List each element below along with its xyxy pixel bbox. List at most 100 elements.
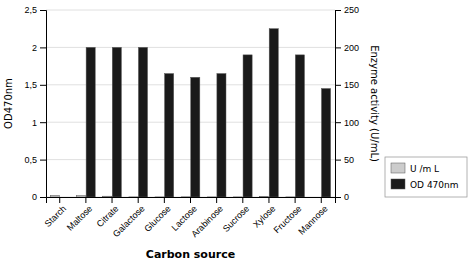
tick-label: 150 [344, 80, 359, 90]
axis-line [47, 198, 336, 204]
bar-series [86, 29, 330, 197]
legend-label: U /m L [410, 164, 439, 174]
tick-label: 250 [344, 5, 359, 15]
legend: U /m L OD 470nm [385, 157, 467, 197]
bar [155, 196, 164, 197]
legend-label: OD 470nm [410, 180, 459, 190]
axis-line [336, 11, 342, 198]
bar [191, 77, 200, 197]
tick: Galactose [111, 197, 147, 239]
tick-mark [40, 47, 46, 48]
tick: Xylose [251, 197, 277, 230]
tick-label: 1,5 [24, 80, 37, 90]
tick: 2 [32, 43, 46, 53]
tick-label: 2,5 [24, 5, 37, 15]
tick: 100 [335, 118, 359, 128]
tick: Maltose [65, 197, 94, 233]
tick: Mannose [296, 197, 329, 237]
tick-mark [335, 10, 341, 11]
tick: Starch [43, 197, 68, 229]
tick-label: 1 [32, 118, 37, 128]
tick-label: 50 [344, 155, 354, 165]
tick-label: Maltose [65, 203, 94, 232]
bar [165, 74, 174, 197]
tick-label: 0,5 [24, 155, 37, 165]
tick-mark [190, 197, 191, 203]
tick-mark [321, 197, 322, 203]
bar [50, 195, 59, 197]
x-axis: StarchMaltoseCitrateGalactoseGlucoseLact… [43, 197, 336, 239]
tick-mark [59, 197, 60, 203]
bar [86, 47, 95, 197]
tick: 0,5 [24, 155, 46, 165]
grid [46, 10, 335, 197]
tick-mark [295, 197, 296, 203]
tick-mark [40, 85, 46, 86]
chart: StarchMaltoseCitrateGalactoseGlucoseLact… [0, 0, 475, 263]
tick: 250 [335, 5, 359, 15]
bar [269, 29, 278, 197]
bar [207, 196, 216, 197]
plot: StarchMaltoseCitrateGalactoseGlucoseLact… [24, 5, 359, 239]
bar [322, 89, 331, 197]
x-axis-title: Carbon source [146, 248, 235, 261]
bar [181, 196, 190, 197]
y2-axis: 0 50 100 150 200 250 [335, 5, 359, 202]
bar [295, 55, 304, 197]
bar [286, 196, 295, 197]
tick-mark [335, 197, 341, 198]
y-axis-title: OD470nm [3, 78, 14, 129]
bar [60, 197, 69, 198]
tick: 1,5 [24, 80, 46, 90]
legend-frame [385, 157, 467, 197]
tick: 0 [32, 192, 46, 202]
tick-mark [40, 160, 46, 161]
bar [103, 196, 112, 197]
tick-label: Glucose [142, 203, 172, 233]
bars [50, 29, 330, 197]
tick-mark [40, 197, 46, 198]
bar [112, 47, 121, 197]
tick-mark [335, 47, 341, 48]
grid-line [46, 10, 335, 11]
bar [260, 196, 269, 197]
tick-label: 200 [344, 43, 359, 53]
tick-mark [85, 197, 86, 203]
tick: 50 [335, 155, 354, 165]
bar [138, 47, 147, 197]
tick-mark [40, 122, 46, 123]
tick-mark [335, 160, 341, 161]
tick-mark [164, 197, 165, 203]
tick-mark [40, 10, 46, 11]
tick-mark [335, 122, 341, 123]
bar [217, 74, 226, 197]
tick-mark [138, 197, 139, 203]
bar [77, 196, 86, 197]
tick-label: Arabinose [189, 203, 225, 239]
tick: Citrate [95, 197, 121, 229]
tick: 0 [335, 192, 349, 202]
tick-label: Mannose [296, 203, 329, 236]
y-axis: 0 0,5 1 1,5 2 2,5 [24, 5, 46, 202]
legend-swatch [391, 163, 405, 173]
tick-mark [112, 197, 113, 203]
tick-label: 2 [32, 43, 37, 53]
tick-label: 100 [344, 118, 359, 128]
tick-mark [268, 197, 269, 203]
tick-label: 0 [344, 192, 349, 202]
tick-mark [335, 85, 341, 86]
tick-label: Sucrose [221, 203, 251, 233]
bar [312, 197, 321, 198]
bar [129, 196, 138, 197]
y2-axis-title: Enzyme activity (U/mL) [369, 45, 380, 162]
tick: 200 [335, 43, 359, 53]
tick: 2,5 [24, 5, 46, 15]
tick: Glucose [142, 197, 172, 234]
tick: Arabinose [189, 197, 225, 239]
tick-mark [242, 197, 243, 203]
tick-label: 0 [32, 192, 37, 202]
bar [233, 196, 242, 197]
axis-line [40, 11, 47, 198]
bar [243, 55, 252, 197]
legend-item: OD 470nm [391, 179, 459, 190]
